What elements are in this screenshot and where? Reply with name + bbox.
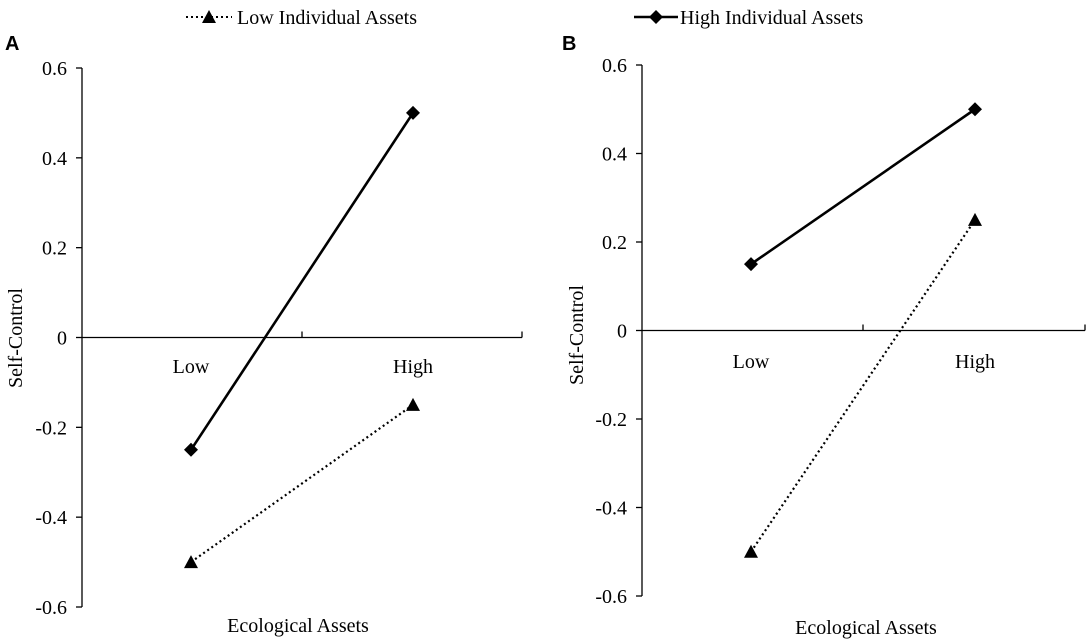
y-tick-label-b-0: 0.6 <box>602 55 627 77</box>
legend-entry-low: Low Individual Assets <box>186 7 417 29</box>
y-tick-label-a-4: -0.2 <box>35 417 67 439</box>
data-point-a-low-low <box>184 555 198 569</box>
y-tick-label-a-0: 0.6 <box>42 58 67 80</box>
series-line-b-high <box>750 108 976 266</box>
y-axis-label-b: Self-Control <box>566 285 588 385</box>
x-axis-label-b: Ecological Assets <box>795 617 937 639</box>
y-tick-label-b-6: -0.6 <box>595 586 627 608</box>
data-point-b-low-high <box>968 212 982 226</box>
y-tick-label-a-1: 0.4 <box>42 148 67 170</box>
legend-low-triangle-marker <box>202 10 216 23</box>
legend-low-label: Low Individual Assets <box>237 7 417 29</box>
data-point-a-low-high <box>406 397 420 411</box>
y-axis-label-a: Self-Control <box>5 288 27 388</box>
x-category-label-b-high: High <box>955 351 995 373</box>
data-point-b-low-low <box>744 544 758 558</box>
panel-label-b: B <box>562 33 576 55</box>
axes-a <box>81 68 523 607</box>
series-b <box>744 102 982 558</box>
legend: Low Individual Assets High Individual As… <box>186 7 864 29</box>
series-line-a-low <box>190 403 414 563</box>
legend-entry-high: High Individual Assets <box>634 7 864 29</box>
panel-a: A Self-Control Ecological Assets 0.60.40… <box>5 33 523 637</box>
y-tick-label-a-5: -0.4 <box>35 507 67 529</box>
y-tick-label-b-2: 0.2 <box>602 232 627 254</box>
y-ticks-b: 0.6 0.4 0.2 0 -0.2 -0.4 -0.6 <box>595 55 642 608</box>
y-tick-label-b-1: 0.4 <box>602 144 627 166</box>
axes-b <box>641 65 1086 596</box>
y-tick-label-a-2: 0.2 <box>42 238 67 260</box>
panel-label-a: A <box>5 33 19 55</box>
data-point-a-high-high <box>406 105 420 120</box>
series-a <box>184 105 420 569</box>
data-point-b-high-high <box>968 102 982 117</box>
data-point-a-high-low <box>184 442 198 457</box>
x-categories-a: Low High <box>173 356 433 378</box>
series-line-b-low <box>750 219 976 553</box>
y-tick-label-b-5: -0.4 <box>595 498 627 520</box>
x-category-label-a-low: Low <box>173 356 210 378</box>
x-category-label-b-low: Low <box>733 351 770 373</box>
x-categories-b: Low High <box>733 351 995 373</box>
y-tick-label-b-3: 0 <box>617 321 627 343</box>
panel-b: B Self-Control Ecological Assets 0.60.40… <box>562 33 1086 639</box>
legend-high-label: High Individual Assets <box>680 7 864 29</box>
y-ticks-a: 0.6 0.4 0.2 0 -0.2 -0.4 -0.6 <box>35 58 82 619</box>
series-line-a-high <box>189 112 415 451</box>
y-tick-label-a-3: 0 <box>57 328 67 350</box>
legend-high-diamond-marker <box>649 10 663 24</box>
y-tick-label-a-6: -0.6 <box>35 597 67 619</box>
x-axis-label-a: Ecological Assets <box>227 615 369 637</box>
data-point-b-high-low <box>744 257 758 272</box>
y-tick-label-b-4: -0.2 <box>595 409 627 431</box>
x-category-label-a-high: High <box>393 356 433 378</box>
